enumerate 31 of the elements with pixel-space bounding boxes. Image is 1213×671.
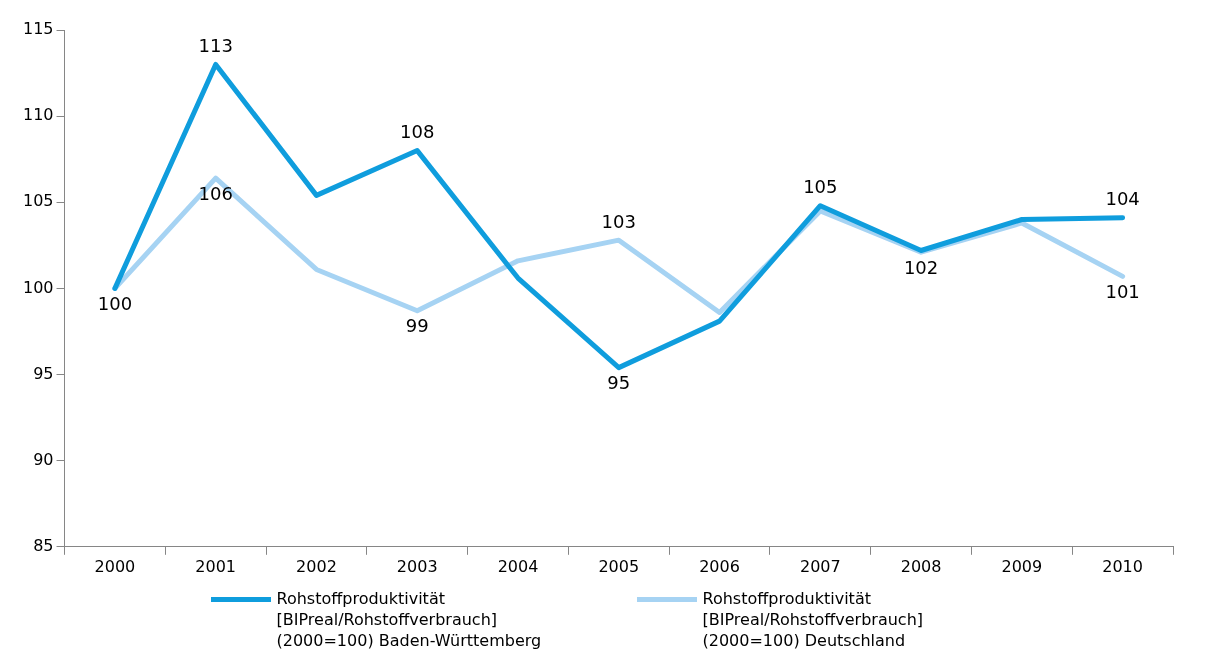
data-label: 105: [803, 176, 838, 198]
x-tick-label: 2008: [900, 556, 942, 576]
data-label: 106: [198, 182, 233, 204]
x-tick-label: 2005: [598, 556, 640, 576]
x-tick-label: 2007: [799, 556, 841, 576]
x-tick-label: 2000: [94, 556, 136, 576]
x-tick-label: 2009: [1001, 556, 1043, 576]
y-tick-label: 105: [22, 191, 54, 211]
y-tick-label: 95: [33, 363, 54, 383]
y-tick-label: 115: [22, 19, 54, 39]
x-tick-label: 2001: [195, 556, 237, 576]
x-tick-label: 2006: [699, 556, 740, 576]
y-tick-label: 110: [22, 105, 54, 125]
data-label: 101: [1105, 281, 1140, 303]
data-label: 108: [400, 121, 435, 143]
x-tick-label: 2002: [296, 556, 337, 576]
data-label: 99: [405, 315, 429, 337]
data-label: 104: [1105, 188, 1140, 210]
y-tick-label: 85: [33, 535, 54, 555]
data-label: 113: [198, 35, 233, 57]
x-tick-label: 2010: [1102, 556, 1143, 576]
data-label: 100: [97, 293, 133, 315]
data-label: 102: [903, 256, 939, 278]
y-tick-label: 100: [22, 277, 54, 297]
data-label: 95: [607, 372, 631, 394]
legend-label: Rohstoffproduktivität [BIPreal/Rohstoffverbrauch] (2000=100) Baden-Württemberg: [276, 588, 543, 651]
x-tick-label: 2003: [396, 556, 438, 576]
data-label: 103: [601, 210, 636, 232]
y-tick-label: 90: [33, 449, 54, 469]
x-tick-label: 2004: [497, 556, 539, 576]
legend-label: Rohstoffproduktivität [BIPreal/Rohstoffverbrauch] (2000=100) Deutschland: [702, 588, 924, 651]
